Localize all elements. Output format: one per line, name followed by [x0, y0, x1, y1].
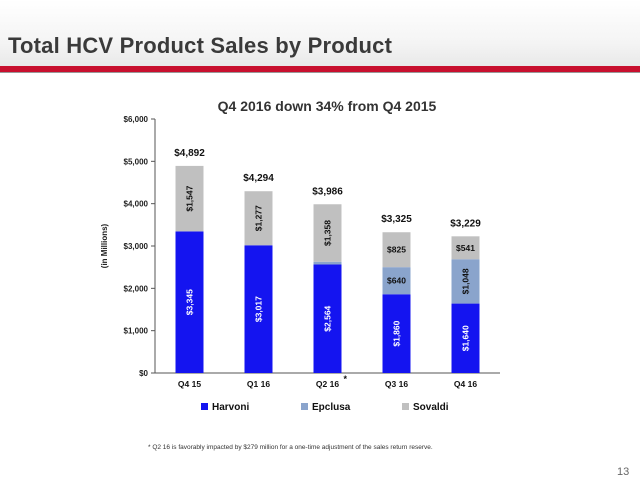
bar-harvoni: [313, 264, 342, 373]
legend-swatch-harvoni: [201, 403, 208, 410]
legend-label-epclusa: Epclusa: [312, 402, 351, 413]
bar-epclusa: [451, 259, 480, 304]
total-label: $4,892: [174, 148, 205, 159]
y-axis-label: (in Millions): [100, 223, 109, 268]
page-number: 13: [617, 466, 630, 478]
footnote: * Q2 16 is favorably impacted by $279 mi…: [148, 444, 433, 451]
bar-epclusa: [313, 261, 342, 265]
header-divider: [0, 72, 640, 73]
x-tick-label: Q3 16: [385, 379, 408, 389]
legend-swatch-sovaldi: [402, 403, 409, 410]
y-tick-label: $5,000: [124, 157, 149, 166]
y-tick-label: $6,000: [124, 115, 149, 124]
bar-harvoni: [382, 294, 411, 373]
x-tick-label: Q2 16: [316, 379, 339, 389]
bar-epclusa: [382, 267, 411, 295]
total-label: $3,229: [450, 218, 481, 229]
total-label: $3,986: [312, 186, 343, 197]
data-label: $825: [387, 245, 406, 255]
y-tick-label: $3,000: [124, 242, 149, 251]
data-label: $2,564: [323, 305, 333, 331]
y-tick-label: $2,000: [124, 284, 149, 293]
legend-label-sovaldi: Sovaldi: [413, 402, 449, 413]
data-label: $3,017: [254, 296, 264, 322]
y-tick-label: $1,000: [124, 327, 149, 336]
y-tick-label: $0: [139, 369, 148, 378]
header-accent-band: [0, 66, 640, 72]
bar-sovaldi: [175, 165, 204, 232]
bar-harvoni: [175, 231, 204, 373]
bar-sovaldi: [382, 232, 411, 268]
data-label: $1,860: [392, 320, 402, 346]
bar-sovaldi: [313, 204, 342, 262]
data-label: $1,277: [254, 205, 264, 231]
data-label: $1,547: [185, 185, 195, 211]
legend-label-harvoni: Harvoni: [212, 402, 249, 413]
data-label: $541: [456, 243, 475, 253]
data-label: $640: [387, 276, 406, 286]
data-label: $1,358: [323, 220, 333, 246]
x-tick-label: Q1 16: [247, 379, 270, 389]
bar-sovaldi: [451, 236, 480, 260]
y-tick-label: $4,000: [124, 200, 149, 209]
bar-sovaldi: [244, 191, 273, 246]
data-label: $3,345: [185, 289, 195, 315]
x-tick-label: Q4 15: [178, 379, 201, 389]
total-label: $4,294: [243, 173, 274, 184]
slide-header: Total HCV Product Sales by Product: [0, 0, 640, 72]
legend-swatch-epclusa: [301, 403, 308, 410]
data-label: $1,048: [461, 268, 471, 294]
x-tick-label: Q4 16: [454, 379, 477, 389]
total-label: $3,325: [381, 214, 412, 225]
bar-harvoni: [244, 245, 273, 373]
chart-title: Q4 2016 down 34% from Q4 2015: [218, 98, 437, 114]
data-label: $1,640: [461, 325, 471, 351]
footnote-marker: *: [344, 374, 348, 384]
page-title: Total HCV Product Sales by Product: [8, 33, 393, 58]
bar-harvoni: [451, 303, 480, 373]
